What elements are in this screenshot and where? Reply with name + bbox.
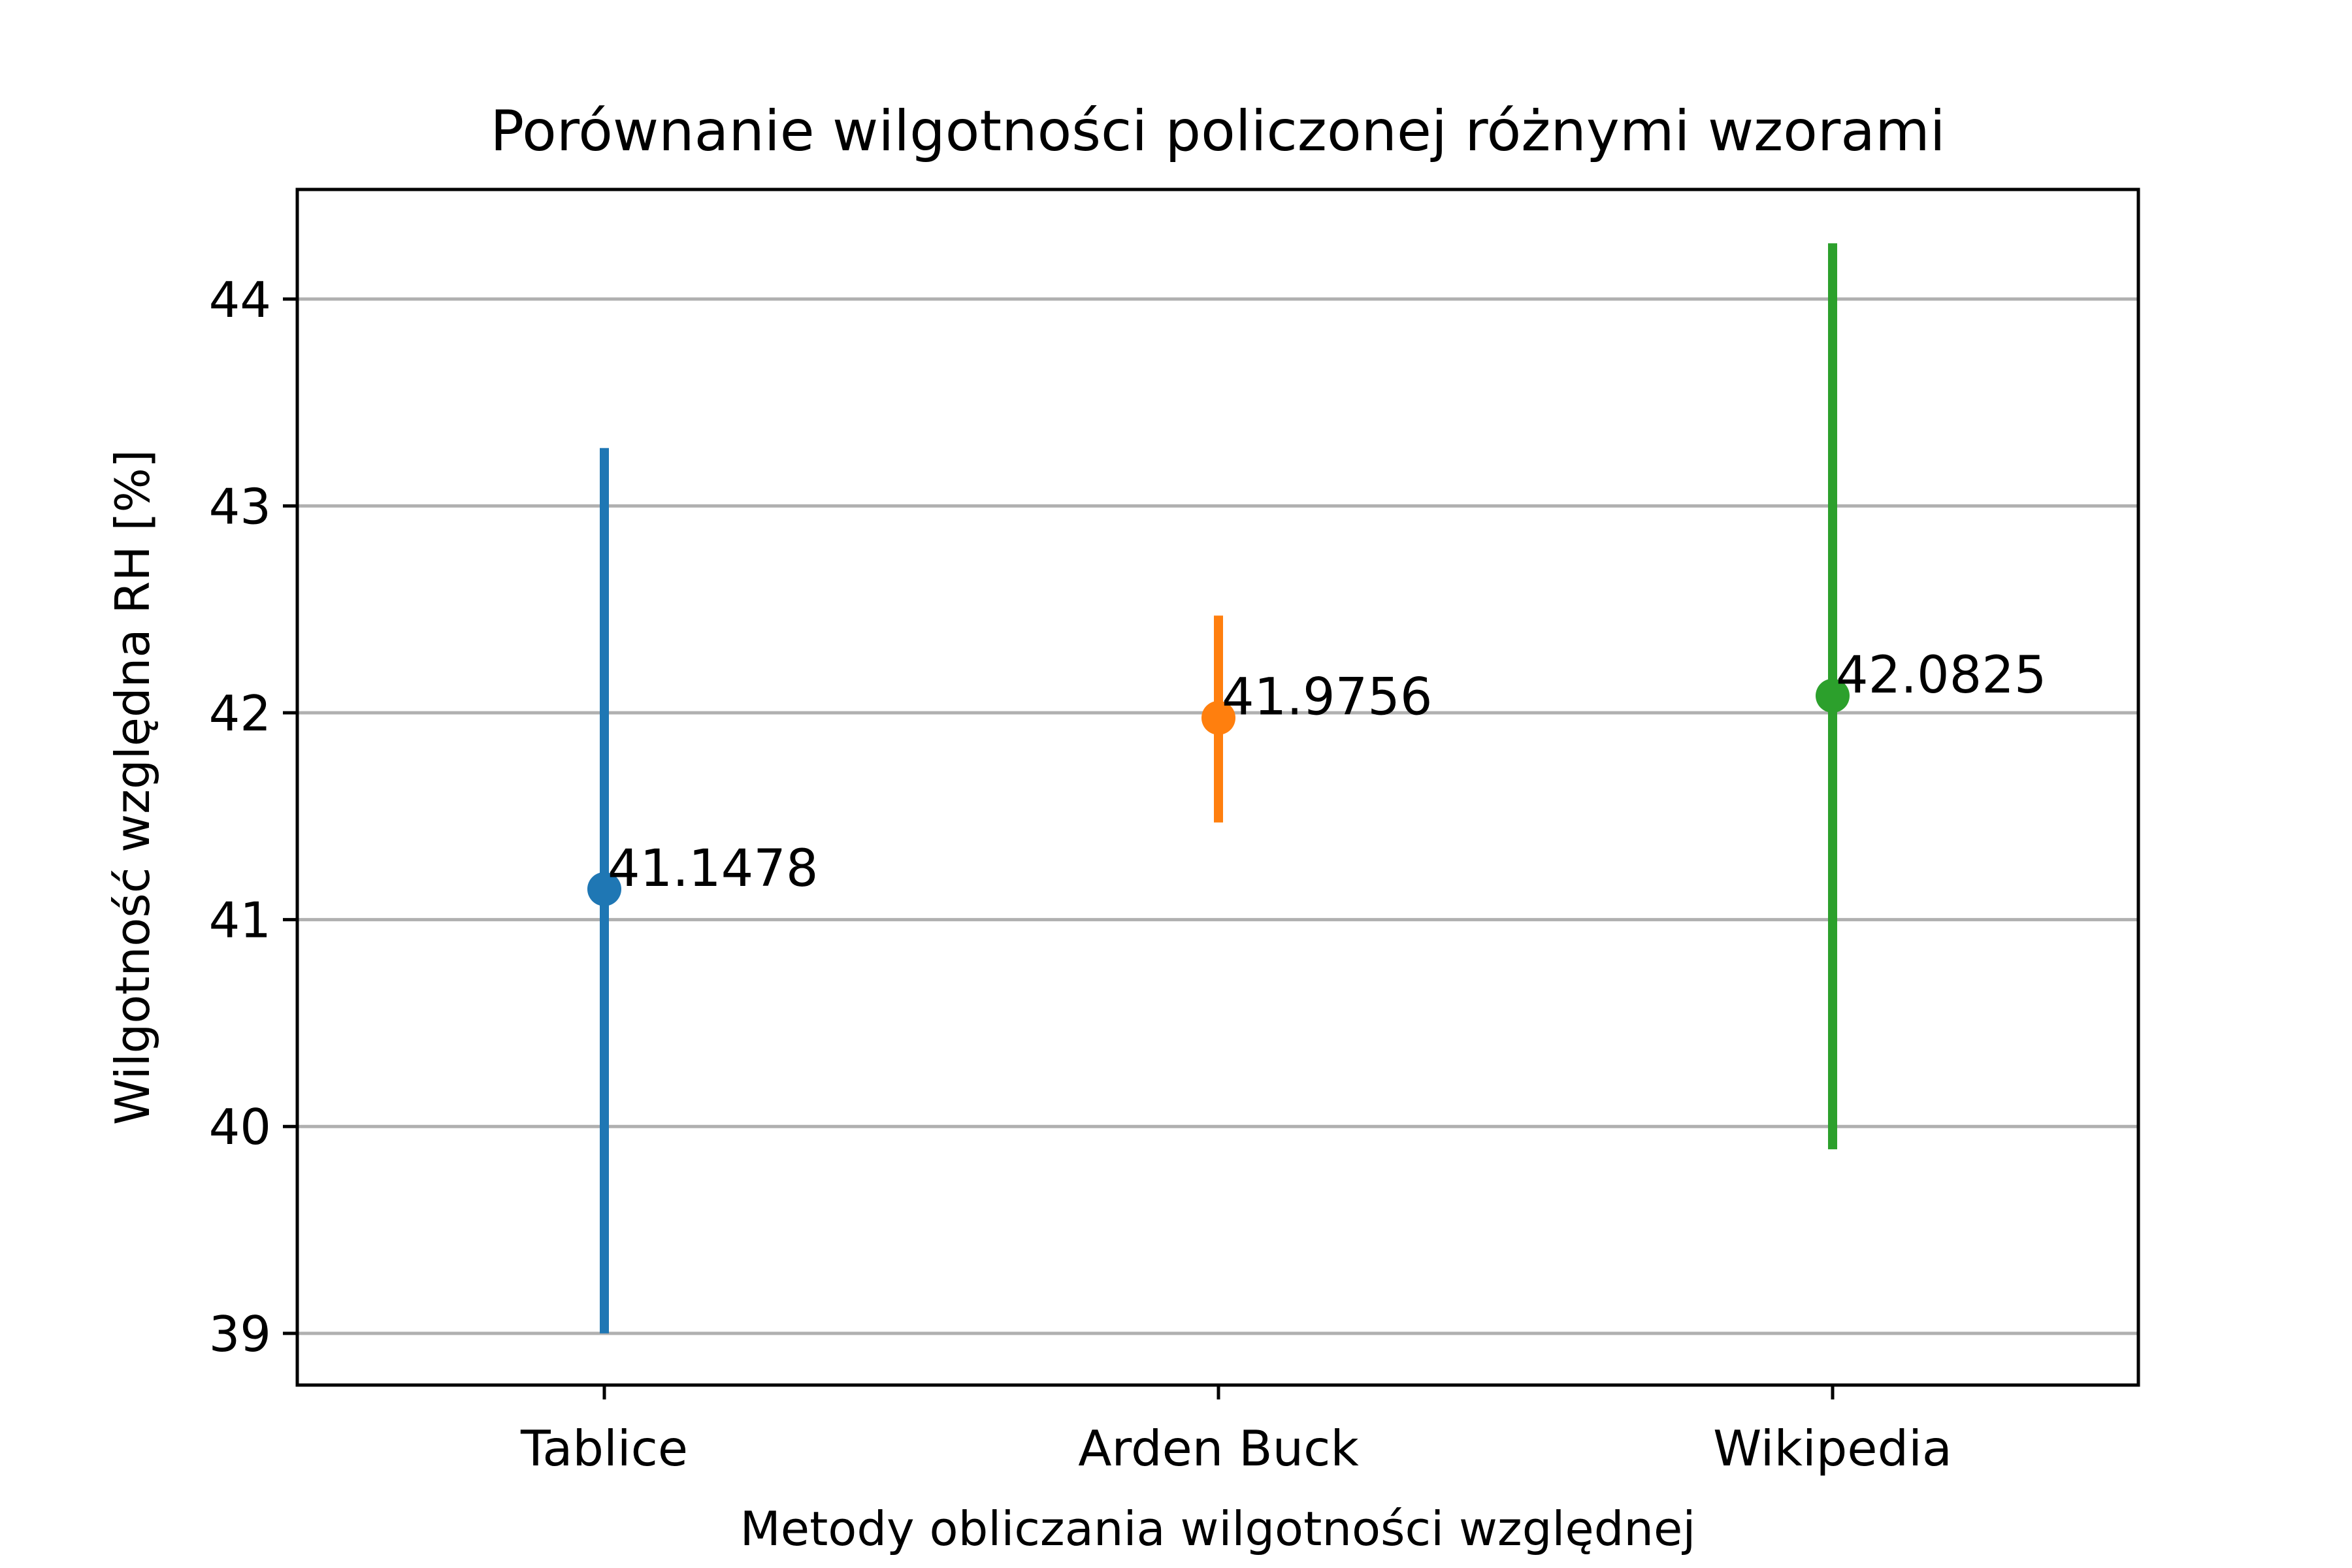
data-point: [1816, 678, 1850, 713]
y-tick-label: 39: [209, 1305, 271, 1363]
data-label: 41.9756: [1222, 668, 1433, 727]
y-axis-ticks: 39 40 41 42 43 44: [209, 271, 297, 1363]
data-point: [587, 872, 621, 906]
x-axis-ticks: Tablice Arden Buck Wikipedia: [520, 1385, 1952, 1477]
y-tick-label: 41: [209, 892, 271, 949]
data-points: [587, 678, 1850, 906]
chart-title: Porównanie wilgotności policzonej różnym…: [490, 99, 1945, 164]
x-tick-label: Wikipedia: [1713, 1420, 1952, 1477]
y-tick-label: 40: [209, 1098, 271, 1156]
data-label: 41.1478: [608, 840, 819, 898]
y-tick-label: 43: [209, 478, 271, 535]
error-bars: [600, 243, 1837, 1333]
data-label: 42.0825: [1836, 646, 2047, 705]
x-tick-label: Tablice: [520, 1420, 688, 1477]
x-tick-label: Arden Buck: [1078, 1420, 1359, 1477]
data-point: [1201, 700, 1235, 735]
y-tick-label: 42: [209, 685, 271, 742]
y-axis-label: Wilgotność względna RH [%]: [105, 449, 160, 1125]
x-axis-label: Metody obliczania wilgotności względnej: [740, 1501, 1696, 1556]
data-labels: 41.1478 41.9756 42.0825: [608, 646, 2047, 898]
y-tick-label: 44: [209, 271, 271, 329]
